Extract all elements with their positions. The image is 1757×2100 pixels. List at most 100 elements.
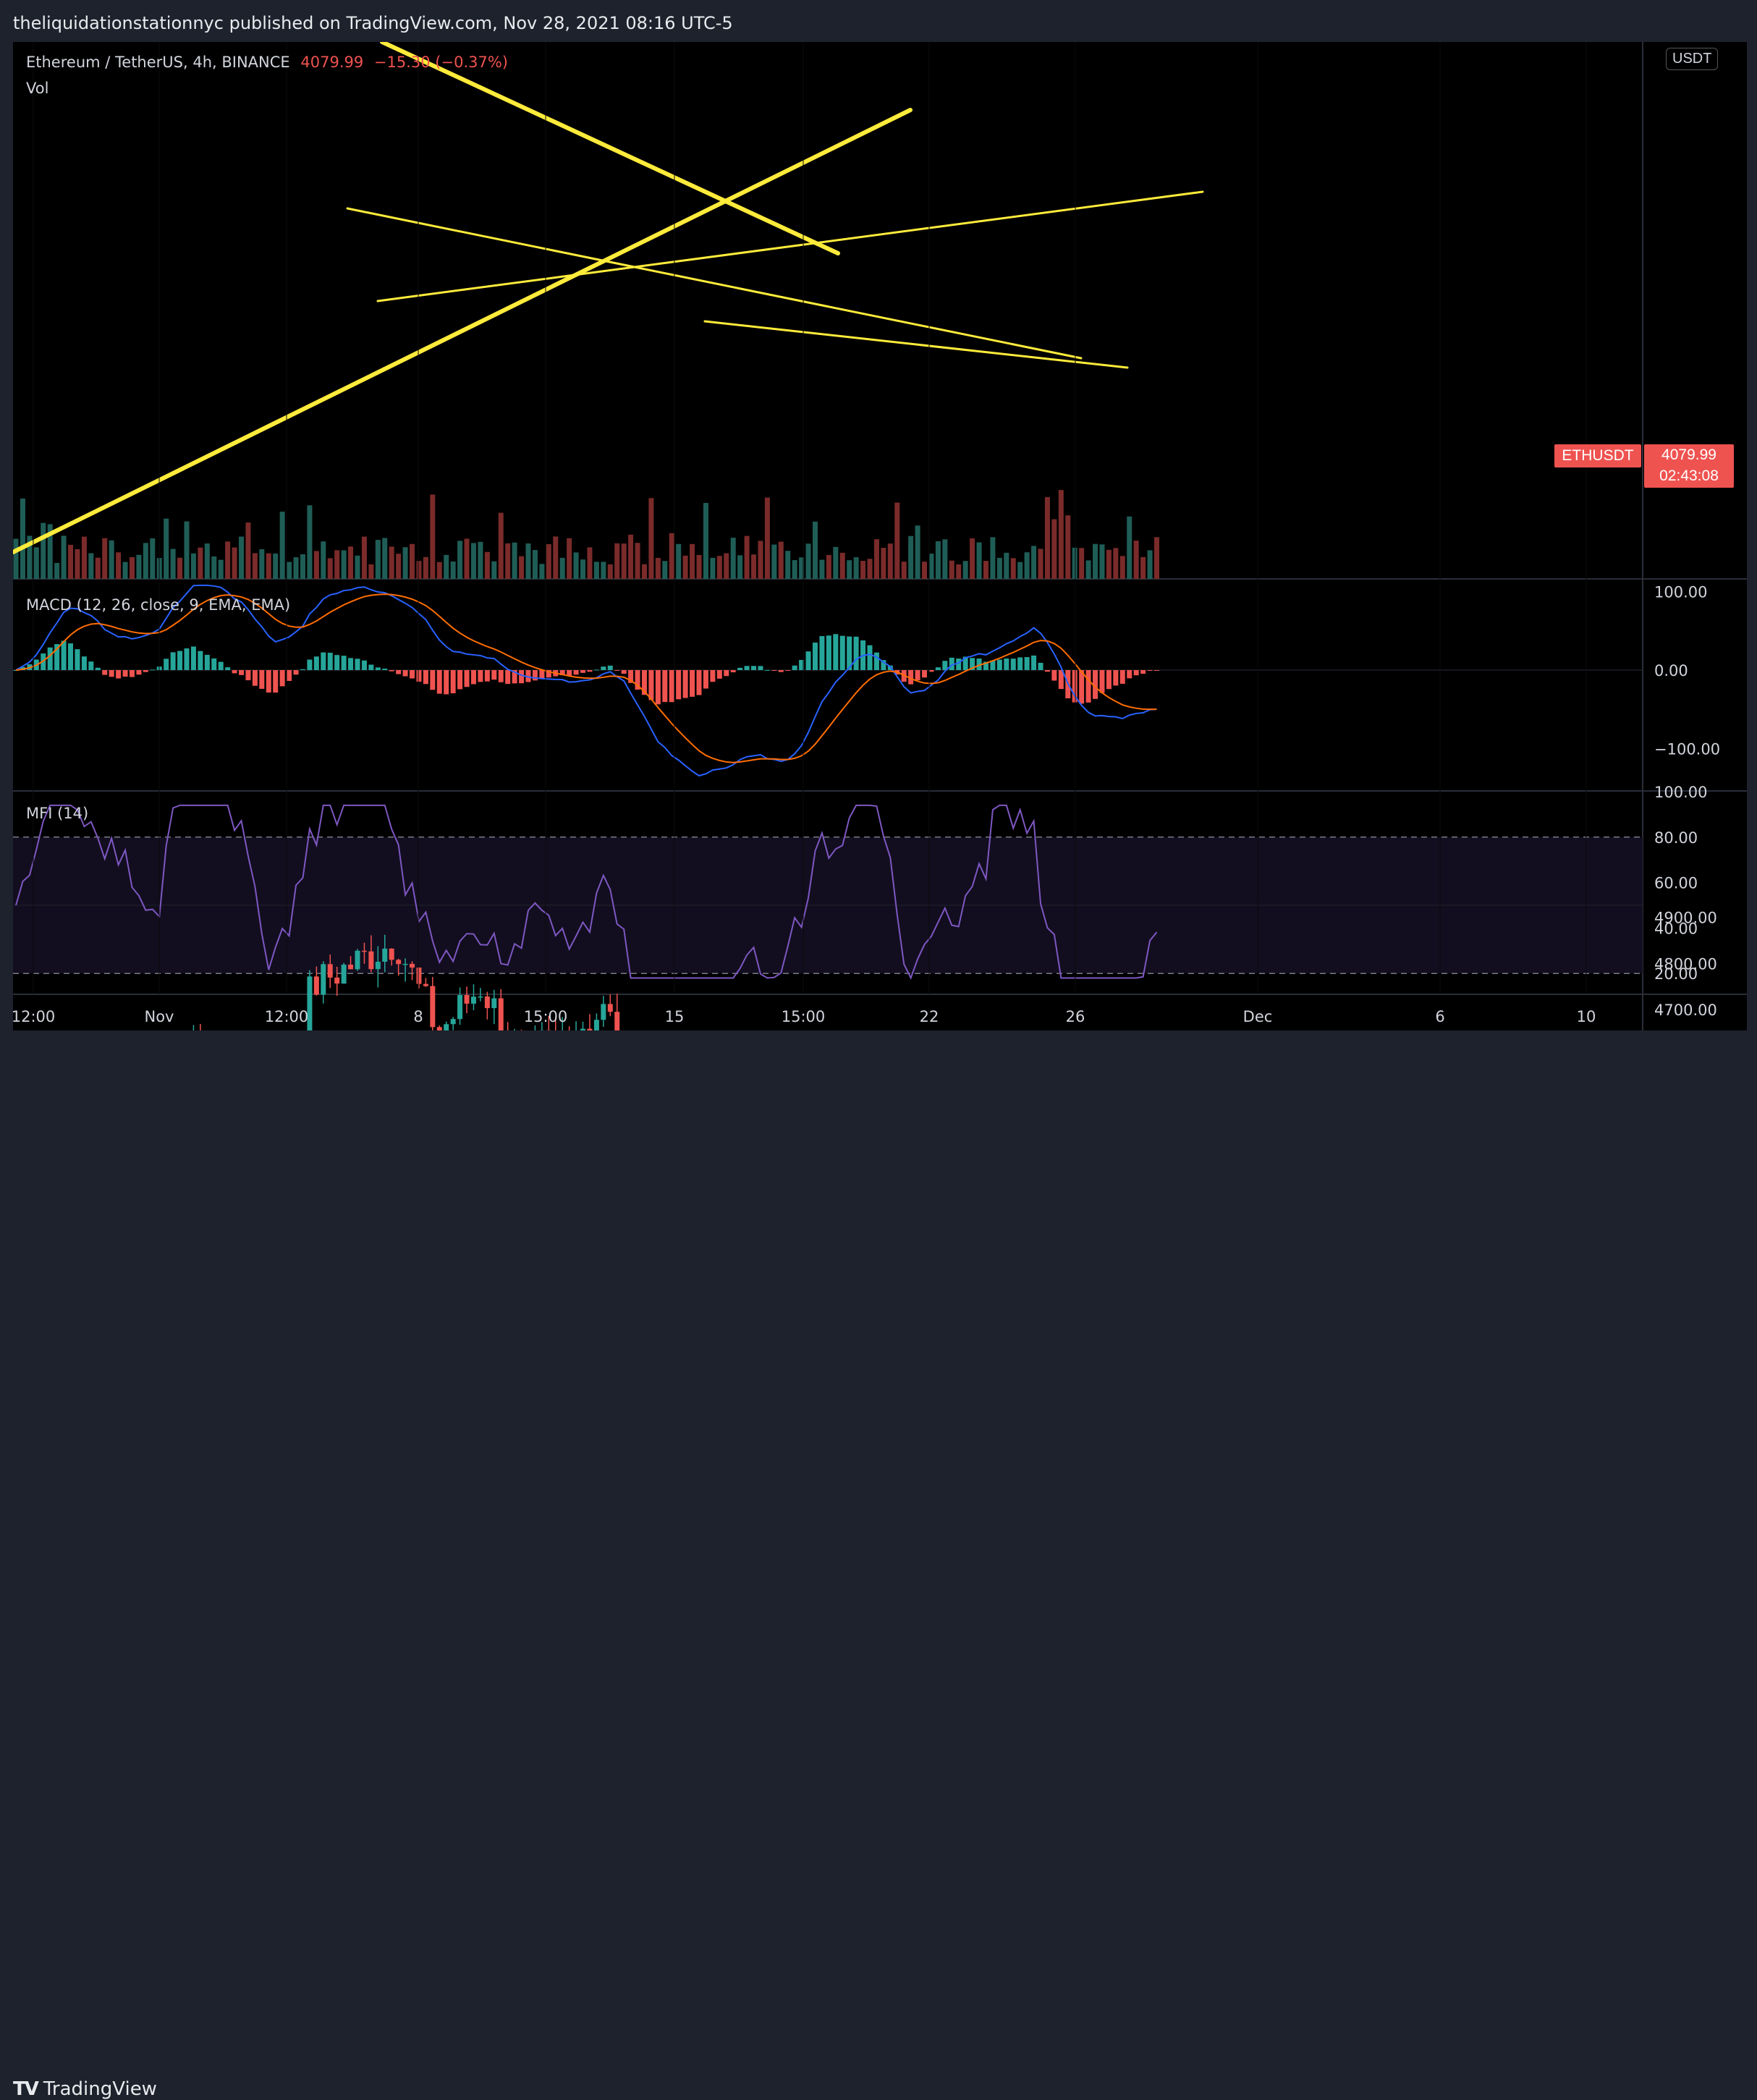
volume-bar: [860, 561, 865, 579]
candle-body: [594, 1020, 599, 1030]
macd-histogram-bar: [185, 648, 190, 670]
macd-histogram-bar: [737, 668, 742, 670]
macd-histogram-bar: [273, 670, 278, 693]
volume-bar: [1086, 560, 1091, 579]
volume-bar: [334, 550, 339, 579]
volume-bar: [1004, 553, 1009, 579]
volume-bar: [41, 523, 46, 579]
volume-bar: [956, 564, 961, 579]
volume-bar: [403, 547, 408, 579]
macd-histogram-bar: [205, 655, 210, 670]
candle-body: [334, 978, 339, 983]
volume-bar: [280, 512, 285, 579]
chart-frame[interactable]: 4900.004800.004700.004600.004500.004400.…: [13, 42, 1747, 1030]
macd-histogram-bar: [471, 670, 476, 684]
volume-bar: [648, 498, 653, 579]
volume-bar: [1140, 557, 1146, 579]
macd-histogram-bar: [198, 651, 203, 670]
volume-bar: [1113, 548, 1118, 579]
volume-bar: [854, 557, 859, 579]
volume-bar: [826, 555, 831, 579]
macd-histogram-bar: [136, 670, 141, 674]
volume-bar: [601, 562, 606, 579]
volume-bar: [82, 537, 87, 579]
macd-histogram-bar: [840, 636, 845, 670]
volume-bar: [594, 562, 599, 579]
volume-bar: [922, 562, 927, 579]
volume-bar: [239, 537, 244, 579]
candle-body: [423, 984, 428, 986]
volume-bar: [731, 538, 736, 579]
tradingview-logo-icon: TV: [13, 2078, 38, 2100]
volume-bar: [34, 547, 39, 579]
mfi-legend[interactable]: MFI (14): [26, 805, 88, 822]
volume-bar: [307, 505, 312, 579]
macd-histogram-bar: [574, 670, 579, 674]
symbol-label[interactable]: Ethereum / TetherUS, 4h, BINANCE: [26, 54, 290, 71]
macd-histogram-bar: [68, 643, 73, 670]
volume-bar: [1148, 550, 1153, 579]
trendline: [382, 42, 838, 253]
macd-histogram-bar: [724, 670, 729, 676]
volume-bar: [977, 542, 982, 579]
volume-bar: [75, 549, 80, 579]
macd-histogram-bar: [505, 670, 510, 684]
candle-body: [321, 964, 326, 994]
trendline: [347, 208, 1081, 358]
candle-body: [328, 964, 333, 978]
macd-histogram-bar: [403, 670, 408, 677]
time-tick-label: 12:00: [265, 1008, 309, 1025]
candle-body: [376, 962, 381, 969]
macd-histogram-bar: [1045, 670, 1050, 672]
brand[interactable]: TV TradingView: [13, 2078, 157, 2100]
time-tick-label: Nov: [145, 1008, 174, 1025]
macd-histogram-bar: [376, 667, 381, 670]
macd-histogram-bar: [211, 659, 216, 670]
volume-bar: [287, 562, 292, 579]
candle-body: [444, 1024, 449, 1030]
currency-unit-button[interactable]: USDT: [1666, 48, 1718, 70]
volume-bar: [191, 554, 196, 579]
candle-body: [342, 965, 347, 983]
macd-histogram-bar: [1025, 657, 1030, 670]
chart-legend: Ethereum / TetherUS, 4h, BINANCE 4079.99…: [26, 54, 508, 71]
macd-histogram-bar: [936, 667, 941, 670]
chart-canvas[interactable]: 4900.004800.004700.004600.004500.004400.…: [13, 42, 1747, 1030]
macd-histogram-bar: [785, 670, 790, 671]
volume-bar: [499, 513, 504, 579]
macd-histogram-bar: [410, 670, 415, 679]
macd-histogram-bar: [758, 666, 763, 670]
volume-bar: [765, 498, 770, 579]
volume-bar: [983, 561, 988, 579]
volume-bar: [614, 543, 619, 579]
volume-bar: [628, 535, 633, 579]
volume-bar: [102, 538, 107, 579]
volume-bar: [833, 547, 838, 579]
macd-legend[interactable]: MACD (12, 26, close, 9, EMA, EMA): [26, 596, 290, 614]
candle-body: [368, 952, 373, 969]
volume-bar: [737, 555, 742, 579]
macd-histogram-bar: [997, 660, 1002, 670]
candle-body: [362, 951, 367, 952]
volume-bar: [683, 556, 688, 579]
macd-histogram-bar: [745, 666, 750, 670]
macd-histogram-bar: [389, 670, 394, 672]
macd-histogram-bar: [232, 670, 237, 673]
macd-histogram-bar: [368, 664, 373, 670]
volume-bar: [519, 556, 524, 579]
volume-bar: [1134, 541, 1139, 579]
macd-histogram-bar: [245, 670, 250, 680]
macd-histogram-bar: [656, 670, 661, 704]
macd-histogram-bar: [451, 670, 456, 693]
macd-histogram-bar: [109, 670, 114, 677]
macd-histogram-bar: [1127, 670, 1132, 678]
volume-bar: [382, 538, 387, 579]
volume-bar: [451, 562, 456, 579]
volume-bar: [465, 538, 470, 579]
volume-legend[interactable]: Vol: [26, 80, 48, 97]
macd-histogram-bar: [219, 662, 224, 670]
volume-bar: [1079, 548, 1084, 579]
volume-bar: [546, 544, 551, 579]
candle-body: [499, 999, 504, 1030]
mfi-tick-label: 100.00: [1654, 784, 1707, 801]
